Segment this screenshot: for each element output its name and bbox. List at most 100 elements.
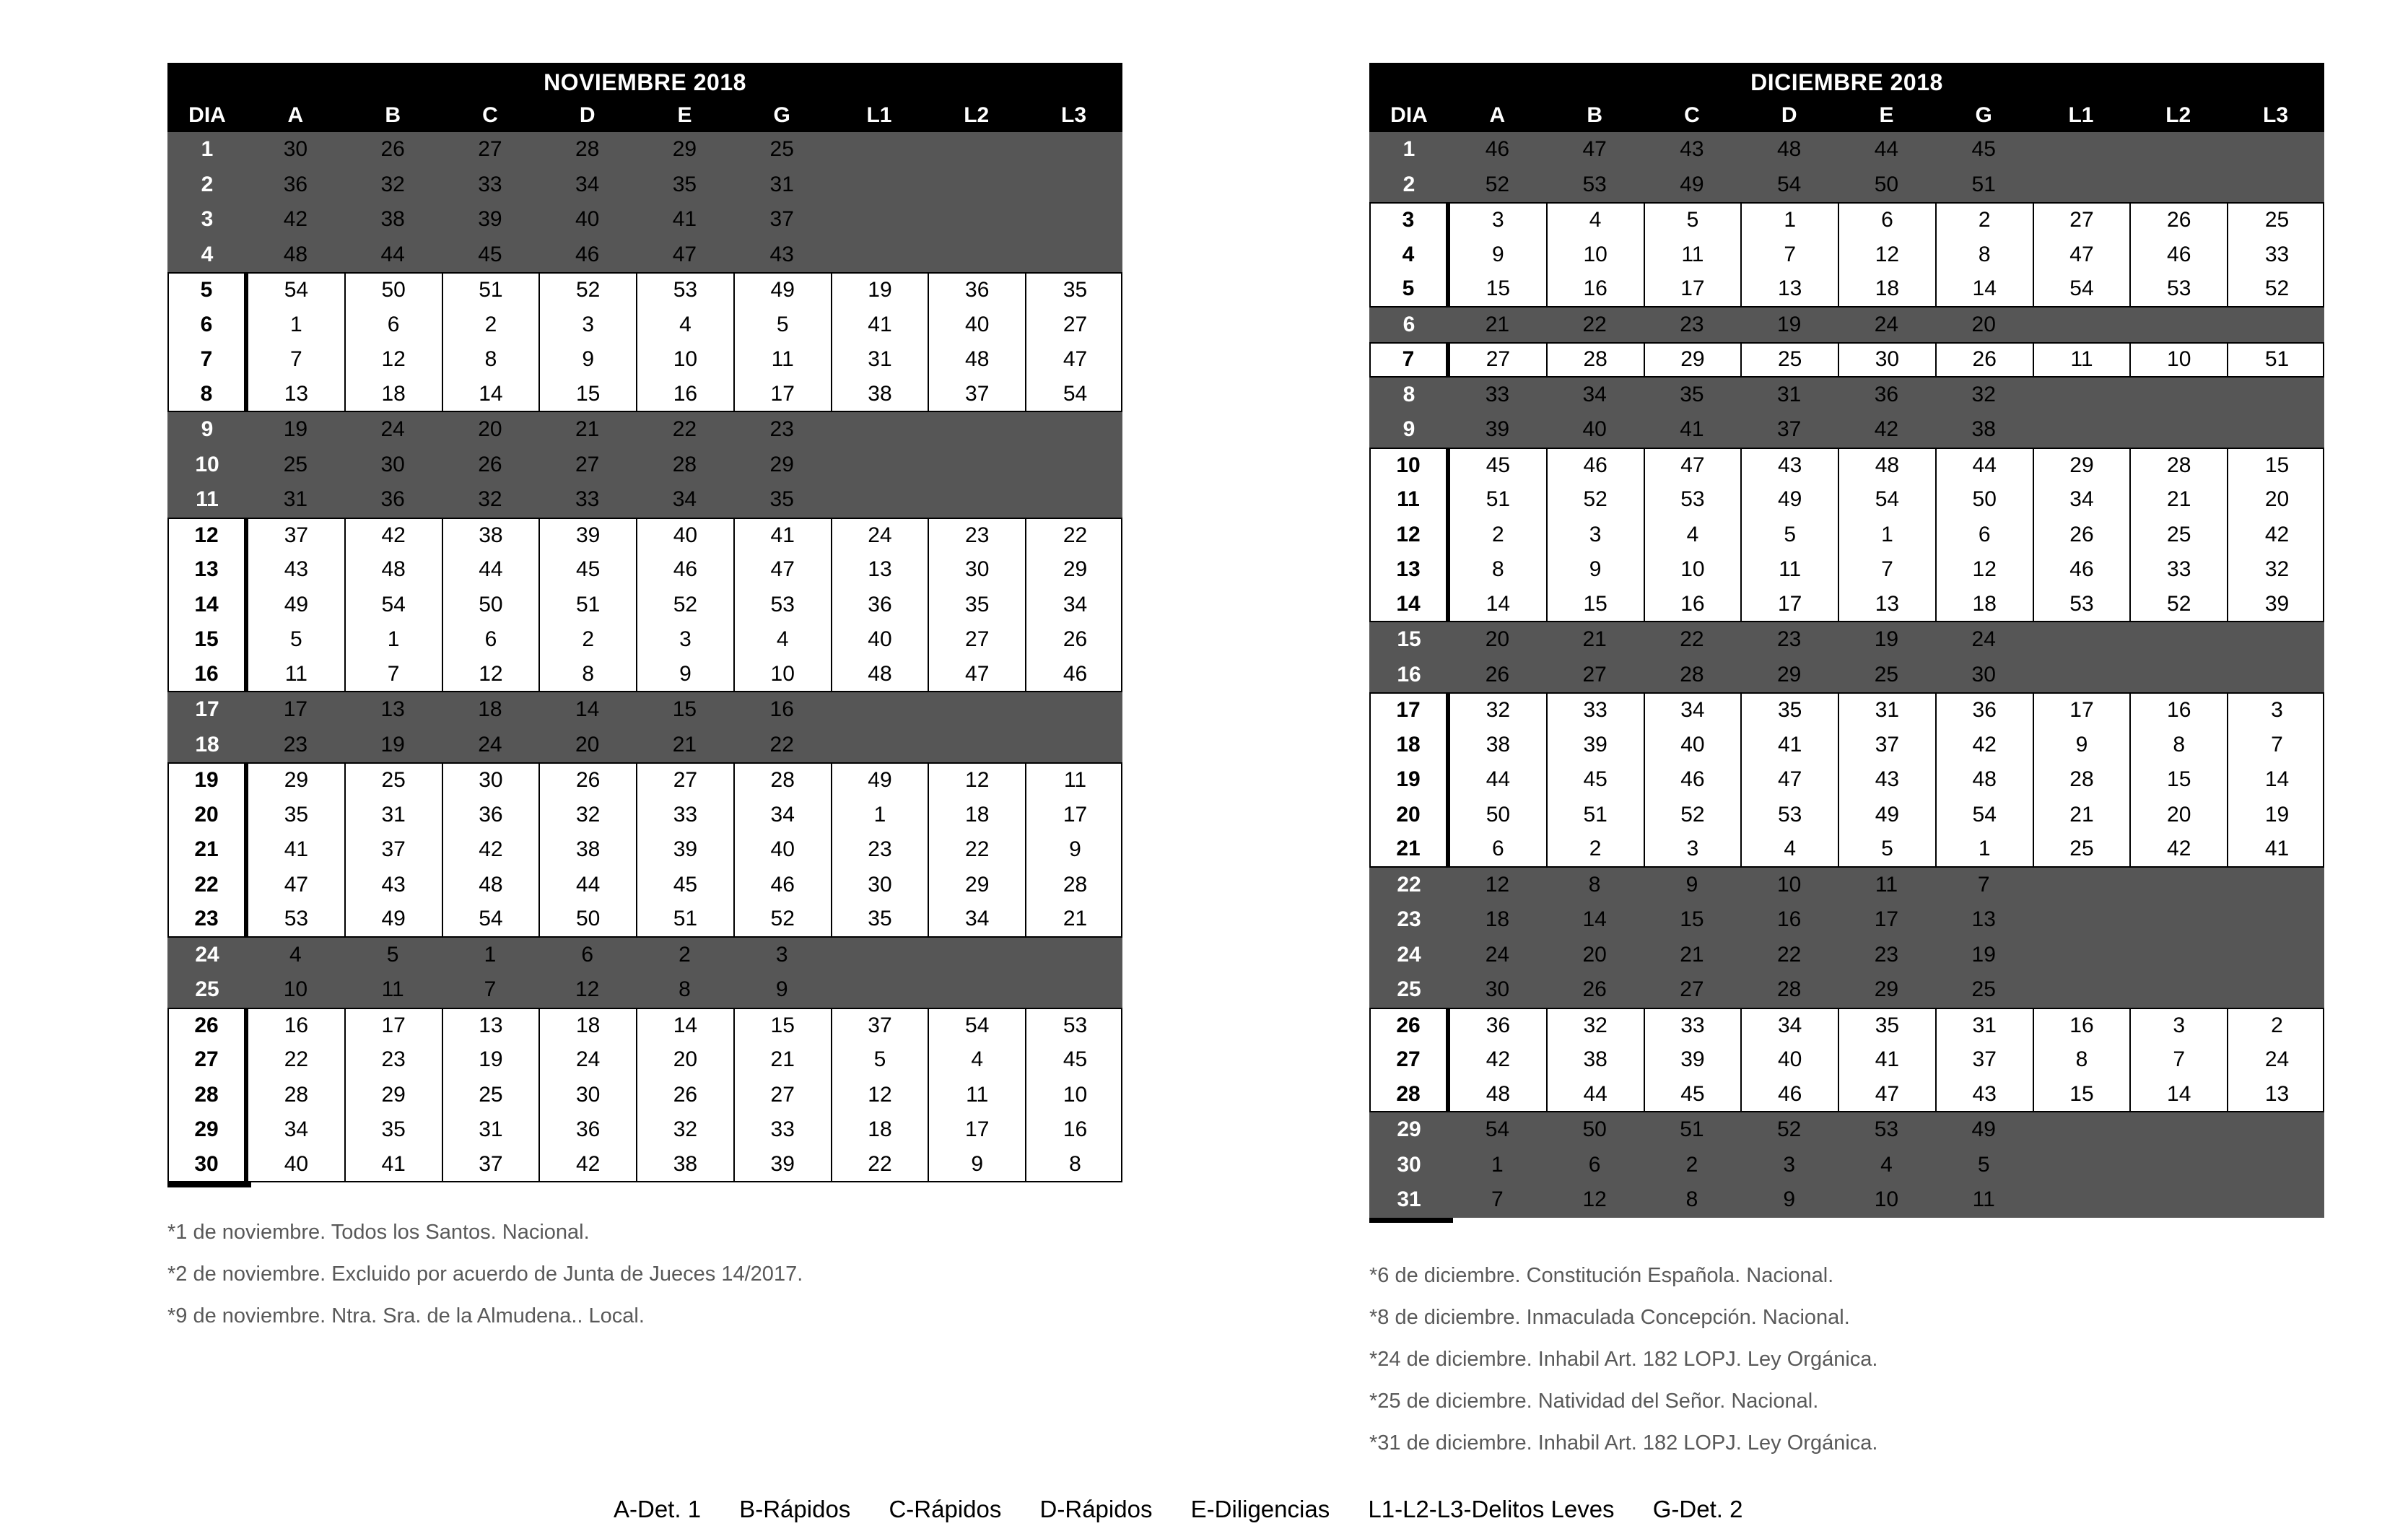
value-cell-b: 48 (346, 552, 443, 588)
value-cell-a: 54 (248, 274, 346, 308)
value-cell-g: 51 (1971, 172, 1996, 196)
value-cell-l2 (2129, 167, 2227, 203)
day-cell: 30 (169, 1147, 248, 1181)
value-cell-c: 22 (1680, 627, 1704, 652)
value-cell-g: 11 (735, 342, 832, 378)
day-cell: 3 (1371, 204, 1450, 237)
value-cell-d: 1 (1742, 204, 1840, 237)
value-cell-a: 1 (1491, 1152, 1504, 1177)
day-cell: 30 (1397, 1152, 1421, 1177)
value-cell-b: 12 (1582, 1187, 1607, 1212)
value-cell-l1: 9 (2034, 727, 2132, 762)
value-cell-c: 6 (443, 622, 541, 658)
value-cell-l3 (1025, 167, 1122, 203)
value-cell-e: 47 (672, 242, 697, 266)
value-cell-l1: 12 (832, 1077, 930, 1112)
value-cell-l1: 19 (832, 274, 930, 308)
value-cell-g: 15 (735, 1008, 832, 1042)
value-cell-a: 23 (283, 732, 308, 757)
value-cell-g: 9 (775, 977, 788, 1002)
value-cell-g: 27 (735, 1077, 832, 1112)
table-row-day-27: 27 42 38 39 40 41 37 8 7 24 (1369, 1042, 2324, 1078)
value-cell-d: 9 (1783, 1187, 1796, 1212)
value-cell-g: 34 (735, 797, 832, 832)
day-cell: 29 (169, 1112, 248, 1148)
value-cell-a: 4 (289, 942, 302, 967)
value-cell-a: 19 (283, 417, 308, 442)
value-cell-l3 (2227, 658, 2324, 693)
value-cell-c: 29 (1645, 344, 1742, 376)
value-cell-g: 50 (1937, 482, 2034, 518)
table-row-day-17: 17 32 33 34 35 31 36 17 16 3 (1369, 692, 2324, 728)
value-cell-g: 12 (1937, 552, 2034, 588)
value-cell-d: 39 (540, 518, 638, 552)
value-cell-g: 1 (1937, 832, 2034, 866)
value-cell-c: 45 (478, 242, 502, 266)
day-cell: 11 (1371, 482, 1450, 518)
value-cell-e: 12 (1839, 237, 1937, 272)
table-row-day-10: 10 25 30 26 27 28 29 (167, 447, 1122, 483)
value-cell-l1 (831, 448, 928, 483)
value-cell-l1: 48 (832, 657, 930, 691)
value-cell-l3: 21 (1063, 907, 1088, 931)
table-row-day-7: 7 7 12 8 9 10 11 31 48 47 (167, 342, 1122, 378)
value-cell-l3 (1025, 728, 1122, 763)
value-cell-c: 11 (1645, 237, 1742, 272)
value-cell-e: 29 (672, 137, 697, 162)
table-row-day-23: 23 18 14 15 16 17 13 (1369, 902, 2324, 938)
value-cell-c: 2 (443, 307, 541, 342)
value-cell-c: 8 (1685, 1187, 1698, 1212)
value-cell-b: 32 (380, 172, 405, 196)
value-cell-e: 19 (1874, 627, 1899, 652)
value-cell-l2: 33 (2131, 552, 2229, 588)
value-cell-d: 48 (1776, 137, 1802, 162)
value-cell-b: 50 (1582, 1117, 1607, 1142)
value-cell-e: 45 (637, 867, 735, 902)
value-cell-b: 53 (1582, 172, 1607, 196)
value-cell-l2: 12 (929, 764, 1027, 798)
value-cell-d: 46 (1742, 1077, 1840, 1111)
value-cell-l1: 1 (832, 797, 930, 832)
value-cell-g: 52 (735, 902, 832, 936)
value-cell-l2: 25 (2131, 517, 2229, 552)
value-cell-e: 10 (637, 342, 735, 378)
value-cell-g: 6 (1937, 517, 2034, 552)
value-cell-e: 16 (637, 377, 735, 411)
value-cell-c: 46 (1645, 762, 1742, 798)
value-cell-b: 20 (1582, 942, 1607, 967)
value-cell-l1: 37 (832, 1008, 930, 1042)
day-cell: 6 (169, 307, 248, 342)
value-cell-g: 48 (1937, 762, 2034, 798)
value-cell-a: 18 (1485, 907, 1510, 932)
value-cell-g: 20 (1971, 312, 1996, 336)
footnote: *9 de noviembre. Ntra. Sra. de la Almude… (167, 1304, 645, 1327)
value-cell-g: 5 (1977, 1152, 1990, 1177)
value-cell-d: 13 (1742, 272, 1840, 306)
table-row-day-19: 19 29 25 30 26 27 28 49 12 11 (167, 762, 1122, 798)
value-cell-e: 17 (1874, 907, 1899, 932)
table-row-day-6: 6 21 22 23 19 24 20 (1369, 307, 2324, 342)
day-cell: 14 (1371, 587, 1450, 621)
value-cell-e: 9 (637, 657, 735, 691)
value-cell-l2: 40 (929, 307, 1027, 342)
day-cell: 31 (1397, 1187, 1421, 1212)
value-cell-l3: 19 (2264, 802, 2290, 827)
value-cell-e: 30 (1839, 344, 1937, 376)
value-cell-e: 6 (1839, 204, 1937, 237)
value-cell-d: 31 (1776, 382, 1802, 406)
value-cell-l1: 53 (2034, 587, 2132, 621)
day-cell: 4 (201, 242, 214, 266)
value-cell-a: 33 (1485, 382, 1510, 406)
value-cell-l3 (2227, 1182, 2324, 1218)
value-cell-b: 12 (346, 342, 443, 378)
table-title: DICIEMBRE 2018 (1369, 63, 2324, 98)
day-cell: 3 (201, 207, 214, 232)
value-cell-g: 47 (735, 552, 832, 588)
value-cell-g: 13 (1971, 907, 1996, 932)
value-cell-l2: 35 (929, 587, 1027, 622)
value-cell-l3: 39 (2264, 591, 2290, 616)
value-cell-a: 21 (1485, 312, 1510, 336)
value-cell-l3: 32 (2264, 557, 2290, 582)
value-cell-g: 16 (769, 697, 794, 722)
value-cell-d: 50 (540, 902, 638, 936)
